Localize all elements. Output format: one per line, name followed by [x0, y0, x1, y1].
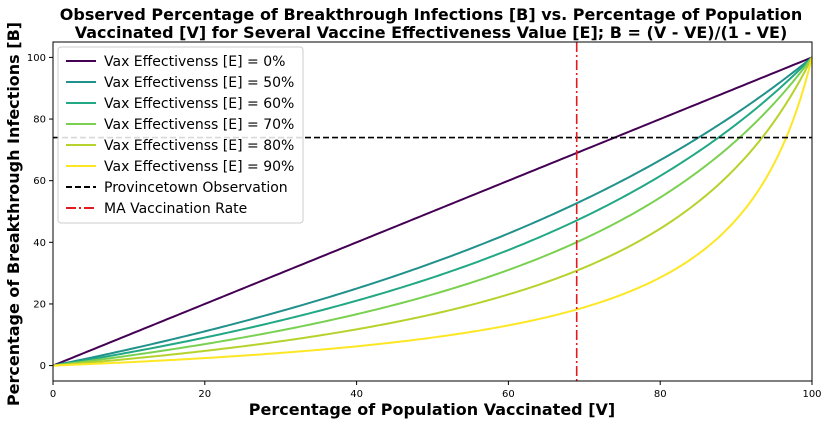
x-tick-label-0: 0 — [50, 389, 56, 400]
x-tick-label-3: 60 — [502, 389, 515, 400]
x-axis-label: Percentage of Population Vaccinated [V] — [249, 400, 615, 419]
chart-title-line-1: Observed Percentage of Breakthrough Infe… — [60, 5, 802, 24]
series-line-5 — [52, 57, 813, 367]
y-tick-label-0: 0 — [40, 361, 46, 372]
y-tick-label-2: 40 — [33, 238, 46, 249]
y-tick-label-1: 20 — [33, 299, 46, 310]
series-line-3 — [52, 56, 813, 367]
y-tick-label-4: 80 — [33, 115, 46, 126]
legend-label-2: Vax Effectivenss [E] = 60% — [104, 96, 294, 112]
legend-label-1: Vax Effectivenss [E] = 50% — [104, 75, 294, 91]
chart-title-line-2: Vaccinated [V] for Several Vaccine Effec… — [75, 23, 788, 42]
legend-label-3: Vax Effectivenss [E] = 70% — [104, 117, 294, 133]
legend-label-7: MA Vaccination Rate — [104, 201, 247, 217]
legend-label-4: Vax Effectivenss [E] = 80% — [104, 138, 294, 154]
legend-label-5: Vax Effectivenss [E] = 90% — [104, 159, 294, 175]
x-tick-label-2: 40 — [350, 389, 363, 400]
legend-label-0: Vax Effectivenss [E] = 0% — [104, 54, 285, 70]
series-line-2 — [52, 56, 813, 367]
plot-area: 0 20 40 60 80 100 0 20 40 60 80 100 Vax Effectivenss… — [27, 41, 822, 400]
series-line-1 — [52, 56, 813, 367]
x-tick-label-5: 100 — [802, 389, 821, 400]
x-tick-label-4: 80 — [654, 389, 667, 400]
series-line-0 — [52, 56, 813, 367]
legend-box — [57, 46, 304, 224]
legend-label-6: Provincetown Observation — [104, 180, 288, 196]
plot-frame — [52, 41, 813, 382]
series-line-4 — [52, 56, 813, 367]
y-tick-label-3: 60 — [33, 176, 46, 187]
y-axis-label: Percentage of Breakthrough Infections [B… — [4, 22, 23, 406]
x-tick-label-1: 20 — [198, 389, 211, 400]
y-tick-label-5: 100 — [27, 53, 46, 64]
